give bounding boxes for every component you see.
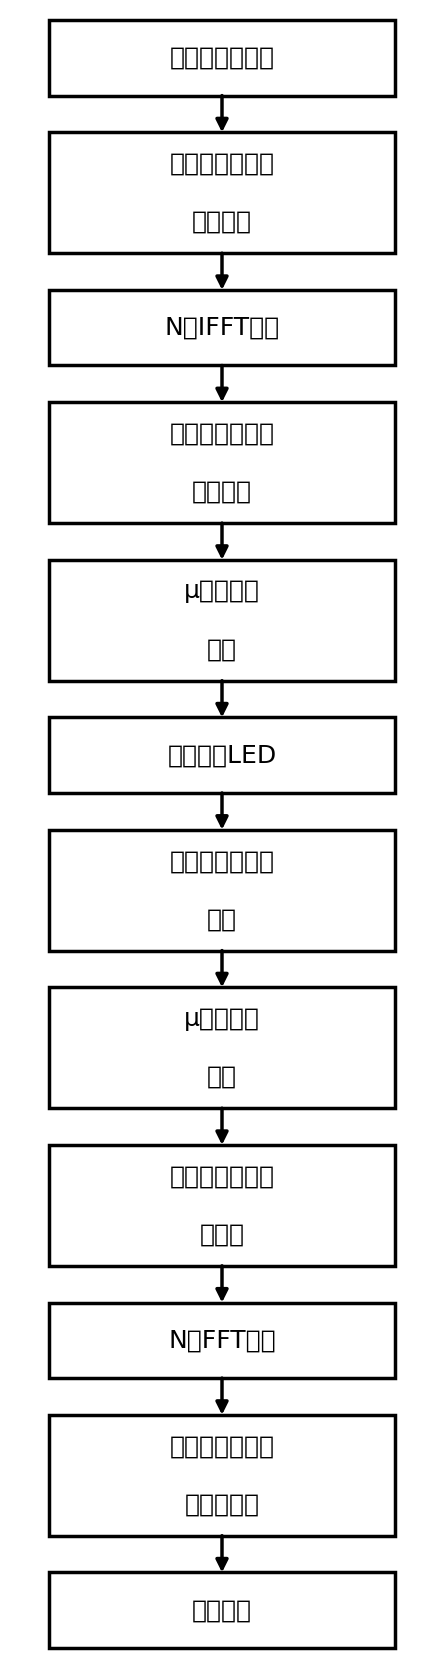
Polygon shape [49,20,395,95]
Text: 信号光源LED: 信号光源LED [167,744,277,767]
Polygon shape [49,717,395,792]
Text: 解基带调制后进: 解基带调制后进 [170,1434,274,1458]
Polygon shape [49,1573,395,1648]
Text: 进行基带调制且: 进行基带调制且 [170,152,274,175]
Text: 处理: 处理 [207,1064,237,1089]
Text: N点FFT变换: N点FFT变换 [168,1328,276,1353]
Text: 并串变换: 并串变换 [192,480,252,504]
Polygon shape [49,829,395,951]
Polygon shape [49,290,395,365]
Text: 串并变换且去循: 串并变换且去循 [170,1164,274,1188]
Polygon shape [49,402,395,524]
Text: 输出信号: 输出信号 [192,1598,252,1623]
Polygon shape [49,1144,395,1266]
Text: N点IFFT变换: N点IFFT变换 [164,315,280,340]
Text: 环前缀: 环前缀 [199,1223,245,1246]
Polygon shape [49,1414,395,1536]
Text: 输入二进制数据: 输入二进制数据 [170,45,274,70]
Text: 信道: 信道 [207,907,237,931]
Text: 加入循环前缀且: 加入循环前缀且 [170,422,274,445]
Polygon shape [49,987,395,1108]
Text: μ律的压缩: μ律的压缩 [184,579,260,604]
Polygon shape [49,132,395,254]
Text: 可见光无线通信: 可见光无线通信 [170,849,274,872]
Polygon shape [49,560,395,681]
Text: 处理: 处理 [207,637,237,661]
Text: 行并串变换: 行并串变换 [185,1493,259,1516]
Text: μ律的扩张: μ律的扩张 [184,1007,260,1031]
Polygon shape [49,1303,395,1378]
Text: 串并变换: 串并变换 [192,210,252,234]
